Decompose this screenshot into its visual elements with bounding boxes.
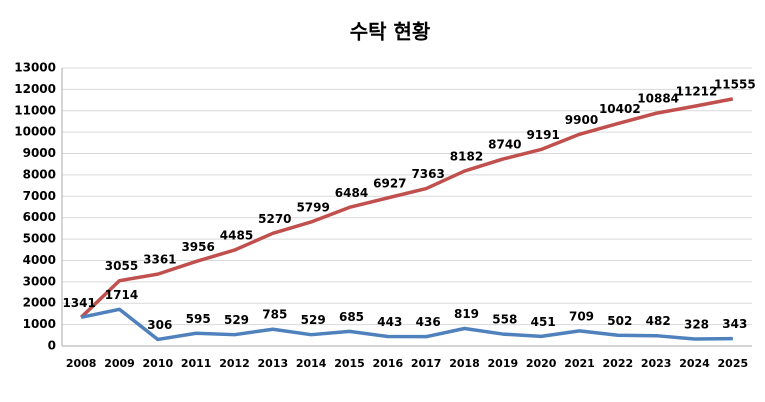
y-tick-label: 1000 [23, 317, 56, 331]
data-label: 6484 [335, 186, 368, 200]
y-tick-label: 2000 [23, 296, 56, 310]
y-tick-label: 0 [48, 339, 56, 353]
data-label: 6927 [373, 176, 406, 190]
data-label: 595 [186, 312, 211, 326]
series-line [80, 307, 733, 342]
y-tick-label: 9000 [23, 146, 56, 160]
y-tick-label: 3000 [23, 274, 56, 288]
data-label: 709 [569, 309, 594, 323]
data-label: 5270 [258, 212, 291, 226]
y-tick-label: 7000 [23, 189, 56, 203]
x-tick-label: 2025 [718, 357, 749, 370]
data-label: 328 [684, 317, 709, 331]
data-label: 11555 [714, 77, 756, 91]
y-tick-label: 10000 [14, 125, 56, 139]
data-label: 8740 [488, 138, 521, 152]
data-label: 3055 [105, 259, 138, 273]
data-label: 1714 [105, 288, 138, 302]
x-tick-label: 2013 [258, 357, 289, 370]
y-tick-label: 13000 [14, 61, 56, 75]
x-tick-label: 2017 [411, 357, 442, 370]
data-label: 558 [492, 313, 517, 327]
data-label: 5799 [296, 200, 329, 214]
data-label: 443 [377, 315, 402, 329]
data-label: 819 [454, 307, 479, 321]
data-label: 451 [531, 315, 556, 329]
x-tick-label: 2014 [296, 357, 327, 370]
data-label: 529 [224, 313, 249, 327]
data-label: 685 [339, 310, 364, 324]
y-tick-label: 8000 [23, 167, 56, 181]
x-tick-label: 2009 [104, 357, 135, 370]
x-tick-label: 2023 [641, 357, 672, 370]
x-tick-label: 2019 [488, 357, 519, 370]
data-label: 343 [722, 317, 747, 331]
x-tick-label: 2011 [181, 357, 212, 370]
data-label: 482 [646, 314, 671, 328]
data-label: 306 [147, 318, 172, 332]
data-label: 9191 [526, 128, 559, 142]
y-tick-label: 12000 [14, 82, 56, 96]
x-tick-label: 2012 [219, 357, 250, 370]
y-tick-label: 5000 [23, 232, 56, 246]
data-label: 3956 [181, 240, 214, 254]
y-tick-label: 11000 [14, 103, 56, 117]
x-tick-label: 2016 [373, 357, 404, 370]
series-line [79, 97, 734, 319]
data-label: 3361 [143, 253, 176, 267]
data-label: 9900 [565, 113, 598, 127]
data-label: 436 [416, 315, 441, 329]
data-label: 785 [262, 308, 287, 322]
data-label: 10402 [599, 102, 641, 116]
x-tick-label: 2024 [679, 357, 710, 370]
x-tick-label: 2015 [334, 357, 365, 370]
data-label: 4485 [220, 229, 253, 243]
data-label: 502 [607, 314, 632, 328]
y-tick-label: 6000 [23, 210, 56, 224]
data-label: 529 [301, 313, 326, 327]
data-label: 11212 [676, 85, 718, 99]
chart-title: 수탁 현황 [350, 20, 431, 44]
x-tick-label: 2008 [66, 357, 97, 370]
y-tick-label: 4000 [23, 253, 56, 267]
x-tick-label: 2018 [449, 357, 480, 370]
x-tick-label: 2010 [143, 357, 174, 370]
data-label: 7363 [411, 167, 444, 181]
x-tick-label: 2021 [564, 357, 595, 370]
x-tick-label: 2020 [526, 357, 557, 370]
data-label: 1341 [62, 296, 95, 310]
data-label: 8182 [450, 150, 483, 164]
x-tick-label: 2022 [603, 357, 634, 370]
data-label: 10884 [637, 92, 679, 106]
